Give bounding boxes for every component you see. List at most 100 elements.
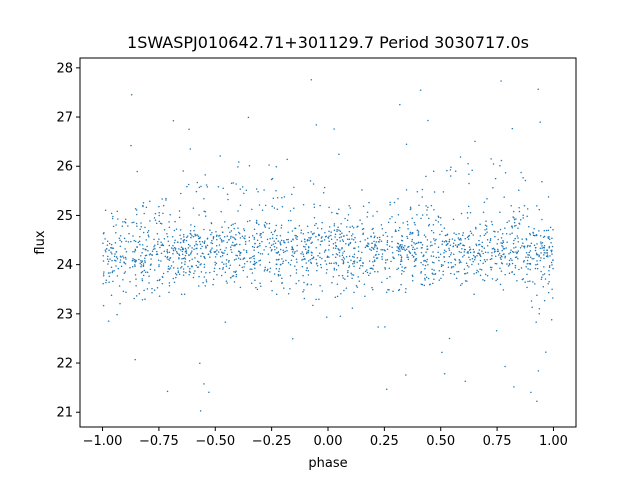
data-point	[129, 266, 131, 269]
data-point	[539, 247, 542, 250]
data-point	[189, 253, 192, 255]
data-point	[442, 191, 445, 193]
data-point	[153, 269, 156, 271]
data-point	[182, 257, 185, 260]
data-point	[540, 257, 542, 259]
data-point	[450, 166, 452, 169]
data-point	[495, 329, 498, 332]
data-point	[204, 174, 206, 176]
data-point	[219, 237, 221, 240]
data-point	[190, 251, 192, 254]
data-point	[380, 240, 383, 243]
data-point	[127, 225, 129, 227]
data-point	[505, 233, 508, 235]
data-point	[549, 255, 551, 257]
data-point	[166, 235, 169, 238]
data-point	[338, 236, 341, 239]
data-point	[263, 224, 266, 226]
data-point	[486, 274, 489, 277]
data-point	[209, 256, 211, 258]
data-point	[339, 240, 341, 242]
data-point	[449, 244, 452, 247]
data-point	[460, 251, 462, 254]
data-point	[414, 243, 416, 245]
data-point	[536, 294, 538, 297]
data-point	[346, 219, 349, 221]
data-point	[475, 271, 478, 274]
data-point	[238, 250, 241, 253]
data-point	[315, 246, 317, 249]
data-point	[306, 251, 308, 253]
data-point	[409, 206, 412, 209]
data-point	[125, 291, 127, 293]
x-tick-label: 1.00	[539, 434, 568, 449]
data-point	[452, 242, 455, 245]
data-point	[516, 280, 518, 282]
data-point	[542, 246, 545, 249]
data-point	[450, 252, 453, 254]
data-point	[239, 243, 241, 246]
data-point	[515, 251, 517, 253]
data-point	[426, 245, 428, 247]
data-point	[540, 243, 542, 245]
data-point	[318, 252, 321, 254]
data-point	[263, 270, 266, 272]
data-point	[309, 238, 312, 240]
data-point	[253, 263, 256, 266]
data-point	[361, 189, 363, 191]
data-point	[205, 184, 208, 186]
data-point	[372, 264, 375, 267]
data-point	[433, 269, 435, 271]
data-point	[419, 241, 422, 244]
data-point	[460, 239, 462, 241]
data-point	[541, 180, 543, 183]
data-point	[214, 264, 217, 266]
data-point	[140, 261, 143, 264]
data-point	[515, 224, 517, 227]
data-point	[234, 222, 236, 225]
data-point	[187, 247, 190, 249]
data-point	[292, 239, 294, 241]
data-point	[458, 251, 461, 253]
data-point	[233, 244, 235, 247]
data-point	[174, 249, 177, 251]
data-point	[267, 268, 269, 271]
data-point	[361, 265, 364, 267]
data-point	[213, 267, 216, 269]
data-point	[547, 229, 550, 231]
data-point	[209, 229, 211, 231]
data-point	[268, 227, 270, 229]
data-point	[317, 234, 320, 237]
data-point	[341, 274, 344, 277]
data-point	[276, 234, 278, 237]
data-point	[199, 362, 201, 365]
data-point	[539, 235, 542, 237]
data-point	[139, 235, 141, 238]
data-point	[271, 289, 273, 292]
data-point	[120, 265, 123, 268]
data-point	[328, 249, 330, 251]
data-point	[204, 215, 207, 217]
x-tick-label: 0.00	[314, 434, 343, 449]
data-point	[457, 270, 460, 273]
data-point	[458, 233, 460, 235]
data-point	[141, 278, 143, 280]
data-point	[108, 275, 111, 278]
data-point	[406, 254, 408, 256]
y-tick-label: 26	[56, 160, 73, 175]
data-point	[437, 246, 440, 248]
data-point	[210, 233, 212, 236]
data-point	[511, 232, 513, 234]
data-point	[346, 234, 348, 236]
x-tick-label: 0.50	[426, 434, 455, 449]
data-point	[427, 119, 429, 122]
data-point	[424, 277, 426, 280]
data-point	[463, 248, 466, 251]
data-point	[481, 241, 484, 244]
data-point	[193, 272, 195, 275]
data-point	[440, 264, 443, 266]
data-point	[517, 250, 520, 252]
data-point	[307, 231, 309, 234]
data-point	[489, 239, 492, 241]
data-point	[485, 228, 488, 230]
